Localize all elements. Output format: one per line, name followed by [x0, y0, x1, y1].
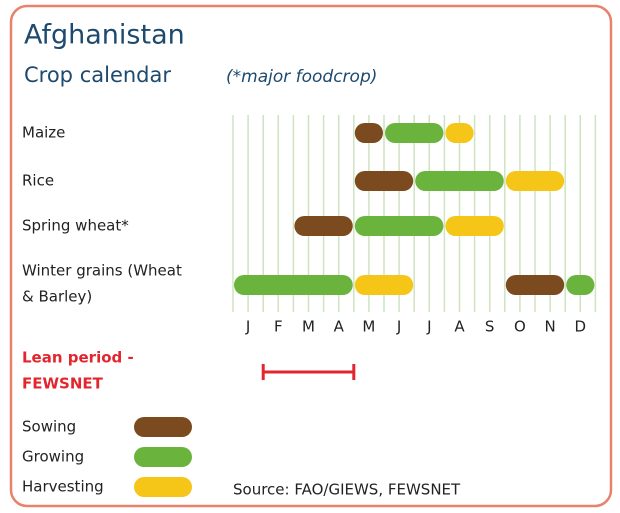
- crop-label: Rice: [22, 172, 54, 190]
- crop-label: & Barley): [22, 288, 92, 306]
- phase-bar: [505, 275, 565, 295]
- subtitle: Crop calendar: [24, 63, 171, 87]
- phase-bar: [445, 216, 504, 236]
- note: (*major foodcrop): [226, 67, 377, 87]
- phase-bar: [294, 216, 353, 236]
- month-label: A: [454, 318, 465, 336]
- month-label: F: [274, 318, 283, 336]
- month-label: N: [544, 318, 555, 336]
- month-label: M: [302, 318, 315, 336]
- phase-bar: [234, 275, 353, 295]
- phase-bar: [354, 171, 414, 191]
- month-label: S: [485, 318, 495, 336]
- phase-bar: [415, 171, 504, 191]
- lean-label: FEWSNET: [22, 375, 104, 393]
- phase-bar: [445, 123, 474, 143]
- phase-bar: [385, 123, 444, 143]
- legend-swatch: [134, 477, 192, 497]
- crop-label: Spring wheat*: [22, 217, 129, 235]
- legend-label: Growing: [22, 448, 84, 466]
- phase-bar: [354, 123, 383, 143]
- month-label: J: [426, 318, 431, 336]
- phase-bar: [505, 171, 565, 191]
- month-label: M: [362, 318, 375, 336]
- month-label: J: [245, 318, 250, 336]
- crop-label: Maize: [22, 124, 65, 142]
- month-label: A: [334, 318, 345, 336]
- legend-label: Harvesting: [22, 478, 104, 496]
- month-label: O: [514, 318, 526, 336]
- legend-label: Sowing: [22, 418, 76, 436]
- lean-label: Lean period -: [22, 349, 134, 367]
- phase-bar: [354, 216, 444, 236]
- phase-bar: [354, 275, 414, 295]
- month-label: D: [575, 318, 587, 336]
- source: Source: FAO/GIEWS, FEWSNET: [233, 481, 461, 499]
- legend-swatch: [134, 417, 192, 437]
- legend-swatch: [134, 447, 192, 467]
- month-label: J: [396, 318, 401, 336]
- crop-label: Winter grains (Wheat: [22, 262, 182, 280]
- title: Afghanistan: [24, 20, 185, 51]
- phase-bar: [566, 275, 595, 295]
